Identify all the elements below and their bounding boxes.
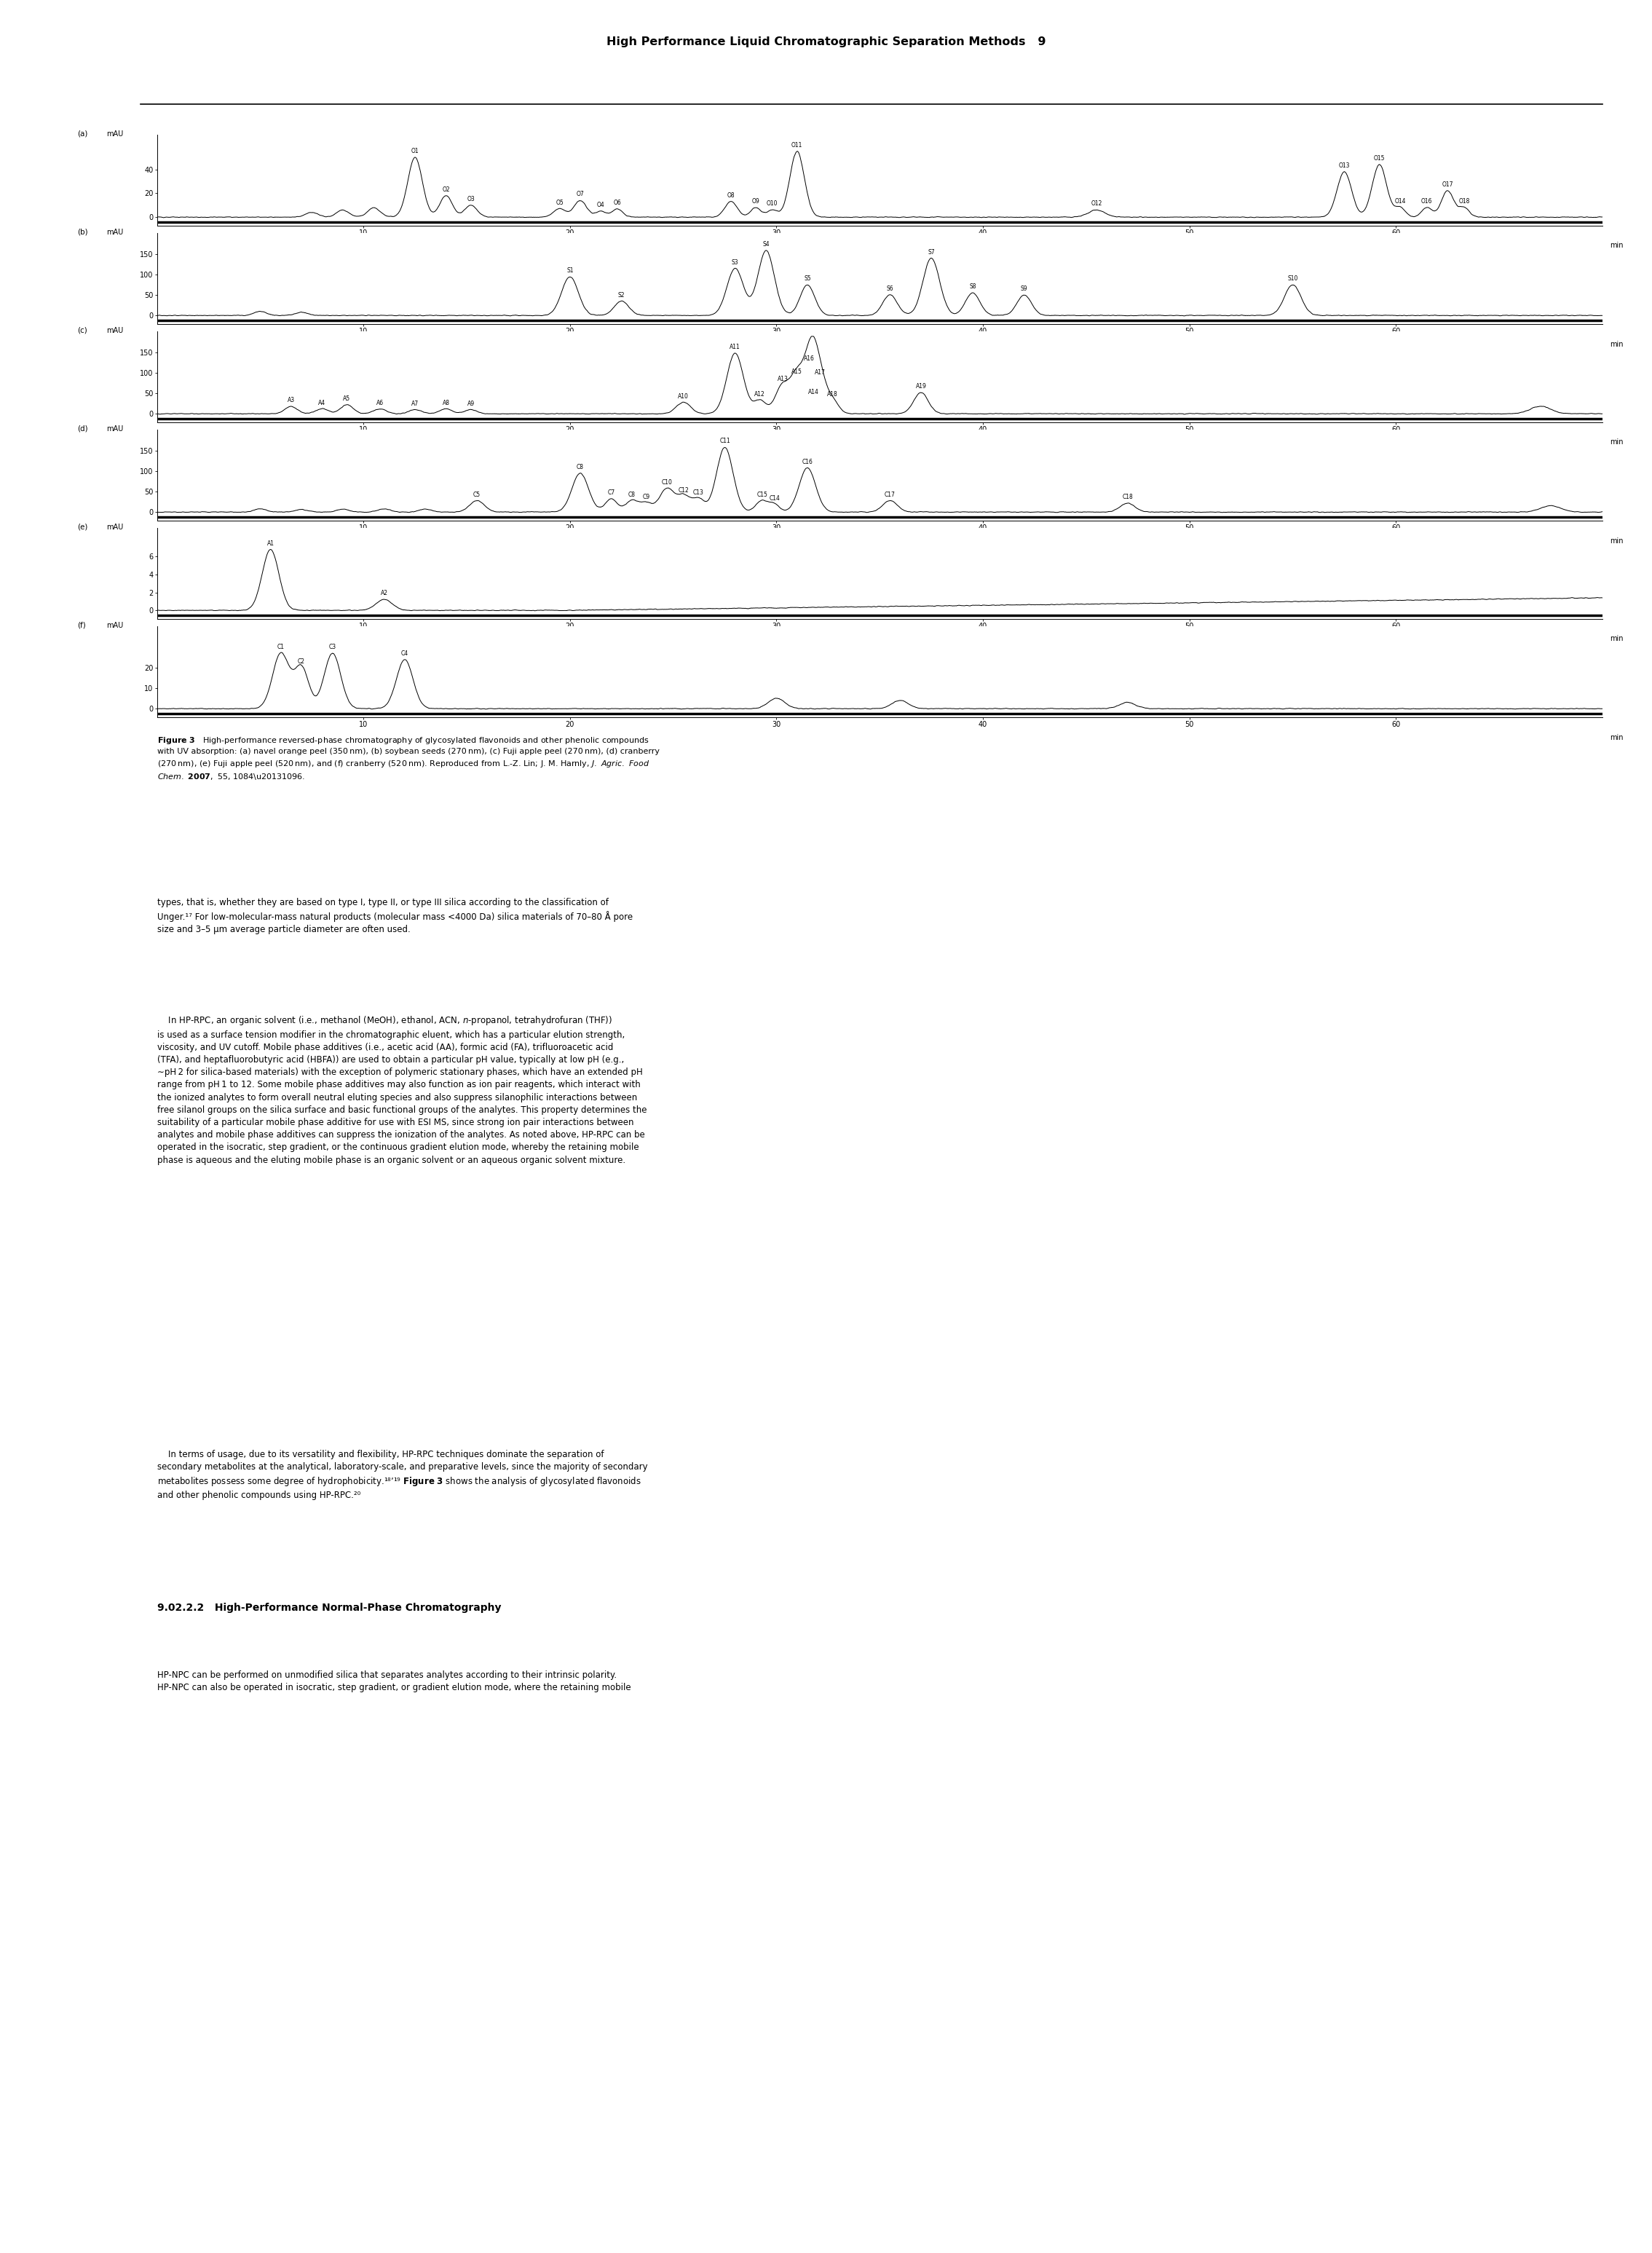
Text: S6: S6 xyxy=(887,286,894,293)
Text: (c): (c) xyxy=(78,327,88,333)
Text: O8: O8 xyxy=(727,192,735,198)
Text: S3: S3 xyxy=(732,259,738,266)
Text: 9.02.2.2   High-Performance Normal-Phase Chromatography: 9.02.2.2 High-Performance Normal-Phase C… xyxy=(157,1602,501,1613)
Text: O15: O15 xyxy=(1374,155,1384,162)
Text: A3: A3 xyxy=(287,397,294,403)
Text: (d): (d) xyxy=(78,426,88,433)
Text: O14: O14 xyxy=(1394,198,1406,205)
Text: S7: S7 xyxy=(928,248,935,255)
Text: O16: O16 xyxy=(1421,198,1432,205)
Text: (f): (f) xyxy=(78,622,86,629)
Text: S2: S2 xyxy=(618,291,624,297)
Text: S10: S10 xyxy=(1287,275,1298,282)
Text: C13: C13 xyxy=(692,489,704,496)
Text: C16: C16 xyxy=(801,457,813,464)
Text: O3: O3 xyxy=(468,196,474,203)
Text: C4: C4 xyxy=(401,651,408,656)
Text: O10: O10 xyxy=(767,201,778,207)
Text: C14: C14 xyxy=(768,496,780,502)
Text: A12: A12 xyxy=(755,392,765,399)
Text: A8: A8 xyxy=(443,399,449,406)
Text: mAU: mAU xyxy=(106,228,124,237)
Text: C3: C3 xyxy=(329,644,335,651)
Text: A14: A14 xyxy=(808,390,819,394)
Text: O5: O5 xyxy=(555,198,563,205)
Text: O9: O9 xyxy=(752,198,760,205)
Text: C15: C15 xyxy=(757,491,768,498)
Text: A9: A9 xyxy=(468,401,474,408)
Text: In HP-RPC, an organic solvent (i.e., methanol (MeOH), ethanol, ACN, $n$-propanol: In HP-RPC, an organic solvent (i.e., met… xyxy=(157,1014,646,1165)
Text: A13: A13 xyxy=(776,376,788,383)
Text: A1: A1 xyxy=(268,541,274,547)
Text: (a): (a) xyxy=(78,131,88,137)
Text: O6: O6 xyxy=(613,198,621,205)
Text: mAU: mAU xyxy=(106,523,124,532)
Text: O7: O7 xyxy=(577,192,585,198)
Text: types, that is, whether they are based on type I, type II, or type III silica ac: types, that is, whether they are based o… xyxy=(157,897,633,935)
Text: C11: C11 xyxy=(719,437,730,444)
Text: $\mathbf{Figure\ 3}$   High-performance reversed-phase chromatography of glycosy: $\mathbf{Figure\ 3}$ High-performance re… xyxy=(157,734,659,782)
Text: A10: A10 xyxy=(677,392,689,399)
Text: C7: C7 xyxy=(608,489,615,496)
Text: C1: C1 xyxy=(278,644,284,651)
Text: C8: C8 xyxy=(628,491,636,498)
Text: min: min xyxy=(1609,536,1624,545)
Text: A5: A5 xyxy=(344,394,350,401)
Text: A17: A17 xyxy=(814,369,826,376)
Text: O2: O2 xyxy=(443,187,449,194)
Text: A7: A7 xyxy=(411,401,418,408)
Text: HP-NPC can be performed on unmodified silica that separates analytes according t: HP-NPC can be performed on unmodified si… xyxy=(157,1669,631,1692)
Text: O17: O17 xyxy=(1442,182,1454,187)
Text: In terms of usage, due to its versatility and flexibility, HP-RPC techniques dom: In terms of usage, due to its versatilit… xyxy=(157,1449,648,1500)
Text: S1: S1 xyxy=(567,268,573,273)
Text: C12: C12 xyxy=(677,487,689,493)
Text: High Performance Liquid Chromatographic Separation Methods   9: High Performance Liquid Chromatographic … xyxy=(606,36,1046,47)
Text: S8: S8 xyxy=(970,284,976,291)
Text: min: min xyxy=(1609,241,1624,250)
Text: S9: S9 xyxy=(1021,286,1028,293)
Text: O18: O18 xyxy=(1459,198,1470,205)
Text: mAU: mAU xyxy=(106,622,124,629)
Text: C18: C18 xyxy=(1122,493,1133,500)
Text: C10: C10 xyxy=(661,480,672,484)
Text: C9: C9 xyxy=(643,493,649,500)
Text: mAU: mAU xyxy=(106,131,124,137)
Text: mAU: mAU xyxy=(106,426,124,433)
Text: A16: A16 xyxy=(805,356,814,363)
Text: O11: O11 xyxy=(791,142,803,149)
Text: O4: O4 xyxy=(596,203,605,207)
Text: (e): (e) xyxy=(78,523,88,532)
Text: C8: C8 xyxy=(577,464,583,471)
Text: A15: A15 xyxy=(791,367,803,374)
Text: O12: O12 xyxy=(1090,201,1102,207)
Text: C2: C2 xyxy=(297,658,306,665)
Text: A6: A6 xyxy=(377,399,383,406)
Text: O13: O13 xyxy=(1338,162,1350,169)
Text: mAU: mAU xyxy=(106,327,124,333)
Text: C5: C5 xyxy=(474,491,481,498)
Text: min: min xyxy=(1609,340,1624,347)
Text: min: min xyxy=(1609,439,1624,446)
Text: C17: C17 xyxy=(884,491,895,498)
Text: O1: O1 xyxy=(411,149,420,155)
Text: A4: A4 xyxy=(319,399,325,406)
Text: (b): (b) xyxy=(78,228,88,237)
Text: min: min xyxy=(1609,734,1624,741)
Text: S5: S5 xyxy=(805,275,811,282)
Text: A19: A19 xyxy=(915,383,927,390)
Text: min: min xyxy=(1609,635,1624,642)
Text: A11: A11 xyxy=(730,345,740,349)
Text: S4: S4 xyxy=(763,241,770,248)
Text: A2: A2 xyxy=(380,590,388,597)
Text: A18: A18 xyxy=(826,392,838,399)
